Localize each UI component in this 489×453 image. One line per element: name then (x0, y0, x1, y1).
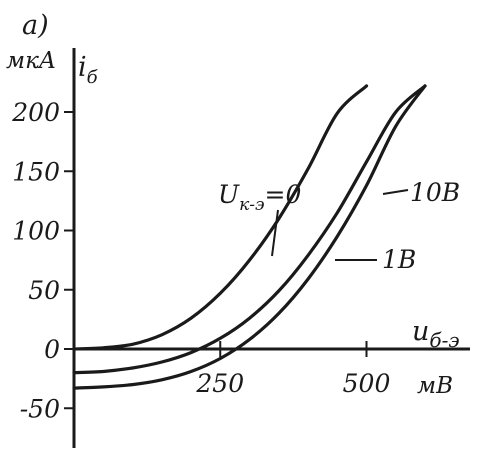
y-unit-label: мкА (6, 48, 56, 74)
curve-10v (72, 84, 427, 390)
x-tick-label: 500 (343, 369, 391, 398)
y-tick-label: 0 (44, 335, 60, 364)
x-var-subscript: б-э (429, 328, 459, 352)
curve-label-leaders (271, 189, 409, 261)
y-tick-label: -50 (20, 394, 60, 423)
curve-label-10v: 10В (410, 178, 460, 207)
y-tick-label: 200 (11, 98, 60, 127)
x-ticks: 250 500 (195, 341, 390, 398)
leader-10v (382, 189, 409, 195)
curves (72, 84, 427, 390)
curve-label-uke0: Uк-э=0 (218, 180, 301, 215)
curve-1v (72, 84, 427, 375)
y-var-subscript: б (87, 67, 99, 88)
curve-uke-0 (72, 84, 369, 351)
panel-label: а) (22, 10, 49, 41)
curve-label-uke0-sub: к-э (239, 195, 264, 215)
x-var-main: u (412, 316, 429, 347)
x-unit-label: мВ (417, 373, 453, 399)
y-var-main: i (78, 52, 87, 83)
curve-label-uke0-main: U (218, 180, 240, 209)
y-axis-variable: iб (78, 52, 99, 88)
curve-label-1v: 1В (382, 245, 416, 274)
leader-uke-0 (271, 209, 279, 257)
x-tick-label: 250 (195, 369, 244, 398)
y-ticks: 200 150 100 50 0 -50 (11, 98, 74, 423)
y-tick-label: 100 (12, 217, 60, 246)
y-tick-label: 150 (12, 157, 60, 186)
y-tick-label: 50 (28, 276, 60, 305)
x-axis-variable: uб-э (412, 316, 460, 352)
curve-label-uke0-tail: =0 (265, 180, 302, 209)
